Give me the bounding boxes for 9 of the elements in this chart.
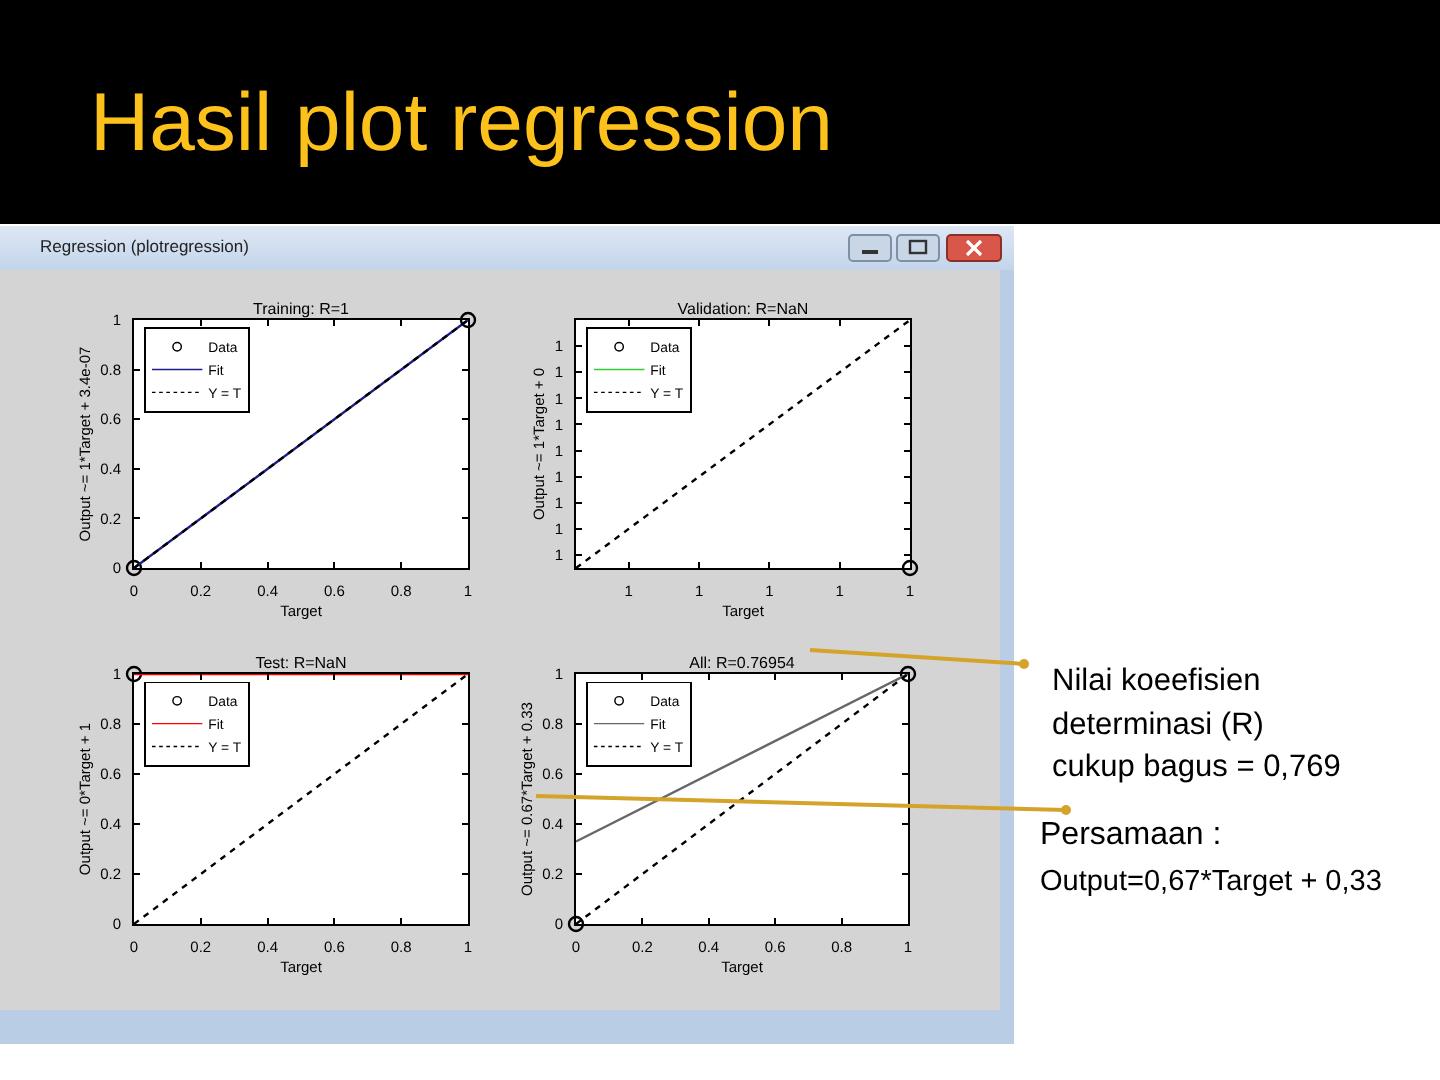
chart-title: Training: R=1 bbox=[253, 300, 351, 318]
text: Hasil plot regression bbox=[90, 76, 833, 169]
text: Output=0,67*Target + 0,33 bbox=[1040, 864, 1382, 902]
chart-title: Test: R=NaN bbox=[255, 654, 348, 672]
text: Nilai koeefisien determinasi (R) cukup bagus = 0,769 bbox=[1052, 662, 1343, 789]
text: Regression (plotregression) bbox=[40, 236, 249, 260]
text: Persamaan : bbox=[1040, 816, 1222, 856]
chart-title: Validation: R=NaN bbox=[677, 300, 809, 318]
chart-title: All: R=0.76954 bbox=[689, 654, 796, 672]
